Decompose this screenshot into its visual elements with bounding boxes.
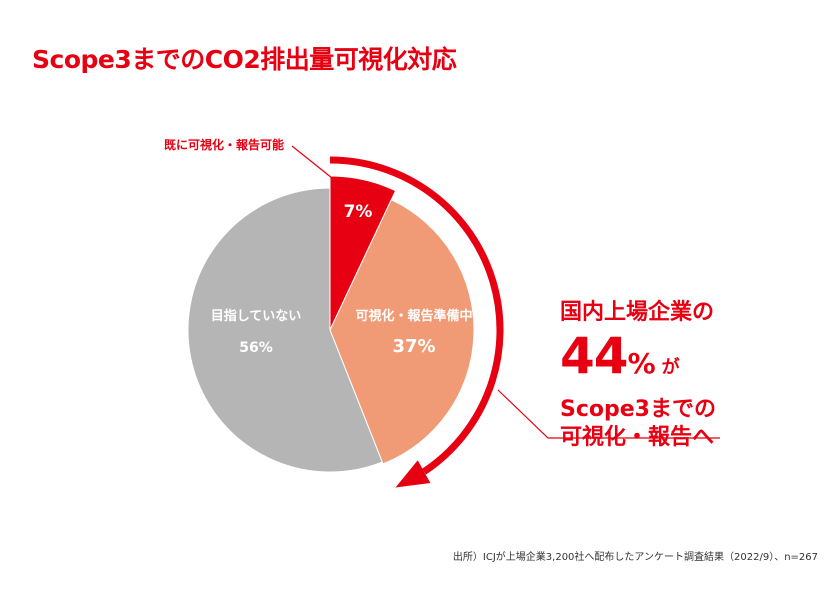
slice-label-2: 可視化・報告準備中 — [355, 308, 472, 324]
arrowhead-icon — [395, 460, 431, 488]
callout-line3: Scope3までの — [560, 397, 716, 422]
pie-slice-3 — [187, 187, 383, 473]
leader-line-external-label — [291, 145, 333, 179]
callout-line4: 可視化・報告へ — [560, 425, 715, 450]
progress-arc — [329, 156, 504, 475]
chart-title: Scope3までのCO2排出量可視化対応 — [32, 45, 457, 74]
slice-label-3: 目指していない — [211, 308, 302, 324]
slice-value-2: 37% — [392, 336, 435, 357]
slice-value-3: 56% — [239, 340, 273, 356]
pie-slice-2 — [329, 199, 475, 465]
callout-particle: が — [661, 357, 680, 378]
callout-line1: 国内上場企業の — [560, 300, 715, 325]
callout-leader-line — [497, 389, 720, 439]
callout-percent-sign: % — [627, 347, 656, 380]
slice-value-1: 7% — [344, 202, 373, 222]
callout-line2: 44% が — [560, 328, 820, 396]
external-slice-label: 既に可視化・報告可能 — [164, 137, 284, 152]
callout: 国内上場企業の 44% が Scope3までの 可視化・報告へ — [560, 298, 820, 452]
source-note: 出所）ICJが上場企業3,200社へ配布したアンケート調査結果（2022/9）、… — [452, 552, 818, 563]
callout-big-number: 44 — [560, 327, 629, 385]
